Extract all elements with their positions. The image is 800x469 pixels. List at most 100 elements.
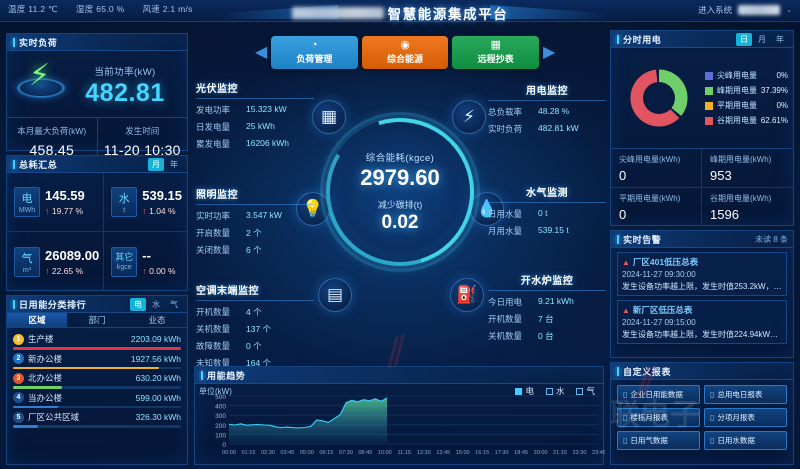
document-icon: ▯ [710,413,715,422]
tou-cell-peak: 峰期用电量(kWh) 953 [702,149,793,188]
arrow-up-icon: ↑ [45,206,50,216]
y-axis-tick: 0 [222,442,226,449]
legend-row[interactable]: 尖峰用电量 0% [705,70,793,81]
x-axis-tick: 07:30 [339,450,353,456]
enter-system-link[interactable]: 进入系统 [698,5,733,15]
x-axis-tick: 18:45 [514,450,528,456]
tab-month[interactable]: 月 [758,34,766,44]
boiler-monitor-title: 开水炉监控 [488,272,606,291]
consumption-cell-electricity: 电 MWh 145.59 ↑ 19.77 % [7,173,105,232]
tou-cell-sharp-peak: 尖峰用电量(kWh) 0 [611,149,702,188]
x-axis-tick: 00:00 [222,450,236,456]
pv-total-row: 累发电量 16206 kWh [196,138,289,149]
alarm-unread-count[interactable]: 未读 8 条 [755,234,788,244]
donut-slice[interactable] [630,69,680,127]
other-energy-icon: 其它 kgce [111,246,138,277]
consumption-change: ↑ 0.00 % [142,265,176,276]
air-conditioner-icon[interactable]: ▤ [318,278,352,312]
tab-electricity[interactable]: 电 [130,297,146,311]
weather-strip: 温度 11.2 ℃ 湿度 65.0 % 风速 2.1 m/s [8,3,193,15]
tab-year[interactable]: 年 [776,34,784,44]
panel-header: 实时告警 未读 8 条 [611,231,793,248]
weather-humidity: 湿度 65.0 % [75,4,125,14]
report-button[interactable]: ▯ 日用水数据 [704,431,787,450]
document-icon: ▯ [710,390,715,399]
nav-button-remote-meter-reading[interactable]: ▦ 远程抄表 [452,35,540,69]
tab-gas[interactable]: 气 [170,299,178,309]
report-button[interactable]: ▯ 企业日用能数据 [617,385,700,404]
consumption-text: 26089.00 ↑ 22.65 % [45,248,99,276]
tab-water[interactable]: 水 [152,299,160,309]
alarm-item[interactable]: ▲ 新厂区低压总表 2024-11-27 09:15:00 发生设备功率越上限，发生时… [617,300,787,344]
report-button[interactable]: ▯ 日用气数据 [617,431,700,450]
ranking-row[interactable]: 3 北办公楼 630.20 kWh [13,372,181,389]
ranking-value: 1927.56 kWh [130,353,181,364]
ranking-bar-track [13,386,181,389]
alarm-time: 2024-11-27 09:15:00 [622,318,696,327]
ranking-row[interactable]: 5 厂区公共区域 326.30 kWh [13,411,181,428]
legend-row[interactable]: 平期用电量 0% [705,100,793,111]
checkbox-electricity[interactable] [515,388,523,395]
checkbox-gas[interactable] [576,388,584,395]
page-title-wrap: 智慧能源集成平台 [0,0,800,26]
nav-button-load-management[interactable]: ◔ 负荷管理 [271,35,358,69]
checkbox-water[interactable] [545,388,553,395]
tab-month[interactable]: 月 [148,157,164,171]
chart-unit-label: 单位(kW) [199,387,232,396]
nav-prev-arrow-icon[interactable]: ◀ [255,44,268,61]
alarm-description: 发生设备功率越上限，发生时值224.94kW… [622,330,779,339]
boiler-on-row: 开机数量 7 台 [488,314,554,324]
legend-row[interactable]: 谷期用电量 62.61% [705,115,793,126]
nav-next-arrow-icon[interactable]: ▶ [543,44,556,61]
report-button[interactable]: ▯ 分项月报表 [704,408,787,427]
consumption-change: ↑ 19.77 % [45,206,84,216]
legend-water[interactable]: 水 [545,385,564,397]
tab-year[interactable]: 年 [170,159,178,169]
ranking-row[interactable]: 2 新办公楼 1927.56 kWh [13,353,181,369]
comprehensive-energy-gauge: 综合能耗(kgce) 2979.60 减少碳排(t) 0.02 [299,91,501,293]
ranking-bar-track [13,425,181,428]
legend-color-swatch [705,86,713,95]
ranking-row[interactable]: 4 当办公楼 599.00 kWh [13,392,181,408]
panel-header: 用能趋势 [195,367,603,384]
consumption-value: 26089.00 [45,247,100,263]
tab-by-area[interactable]: 区域 [7,313,67,327]
x-axis-tick: 16:15 [475,450,489,456]
report-button[interactable]: ▯ 楼栋月报表 [617,408,700,427]
arrow-up-icon: ↑ [45,265,50,276]
report-button[interactable]: ▯ 总用电日报表 [704,385,787,404]
legend-row[interactable]: 峰期用电量 37.39% [705,85,793,96]
tou-period-tabs: 日 月 年 [736,32,793,46]
alarm-item[interactable]: ▲ 厂区401低压总表 2024-11-27 09:30:00 发生设备功率越上限，发… [617,252,787,296]
ranking-row[interactable]: 1 生产楼 2203.09 kWh [13,333,181,350]
arrow-up-icon: ↑ [142,265,147,276]
realtime-load-row: 实时负荷 482.81 kW [488,123,579,134]
panel-title: 总耗汇总 [19,159,58,170]
tab-by-department[interactable]: 部门 [88,315,106,325]
enter-system-area[interactable]: 进入系统 ⌄ [698,4,792,16]
consumption-change: ↑ 22.65 % [45,265,84,276]
trend-line-chart: 0 100 200 300 400 500 00:00 01:15 02:30 03:45 05:0… [215,394,605,456]
donut-slice[interactable] [659,69,688,116]
legend-electricity[interactable]: 电 [515,385,534,397]
bolt-icon[interactable]: ⚡ [452,100,486,134]
boiler-off-row: 关机数量 0 台 [488,331,554,341]
consumption-cell-other: 其它 kgce -- ↑ 0.00 % [104,232,187,291]
panel-header: 日用能分类排行 电 水 气 [7,296,187,313]
tab-day[interactable]: 日 [736,32,752,46]
electricity-monitor: 用电监控 总负载率 48.28 % 实时负荷 482.81 kW [488,82,606,135]
water-boiler-icon[interactable]: ⛽ [450,278,484,312]
legend-gas[interactable]: 气 [576,385,595,397]
x-axis-tick: 12:30 [417,450,431,456]
total-consumption-panel: 总耗汇总 月 年 电 MWh 145.59 ↑ 19.77 % [6,155,188,291]
ranking-name: 厂区公共区域 [28,412,80,422]
report-button-label: 楼栋月报表 [630,413,668,422]
solar-panel-icon[interactable]: ▦ [312,100,346,134]
nav-button-integrated-energy[interactable]: ◉ 综合能源 [361,35,449,69]
header-accent-bar [617,366,619,376]
chevron-down-icon[interactable]: ⌄ [786,7,792,14]
legend-label: 平期用电量 [717,101,757,110]
tab-by-business[interactable]: 业态 [148,315,166,325]
legend-percent: 0% [776,71,788,80]
